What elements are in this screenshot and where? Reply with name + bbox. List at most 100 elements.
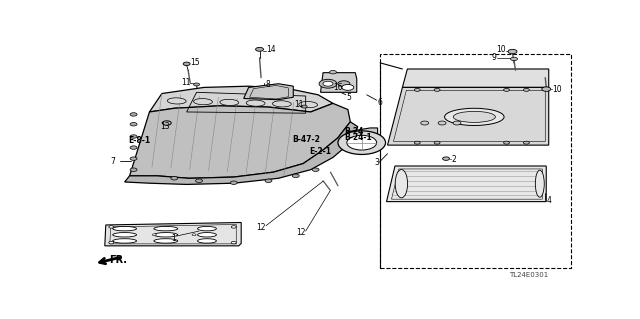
Circle shape <box>420 121 429 125</box>
Text: 10: 10 <box>552 85 562 94</box>
Circle shape <box>504 88 509 91</box>
Text: 2: 2 <box>451 155 456 164</box>
Text: E-8-1: E-8-1 <box>129 136 151 145</box>
Text: 10: 10 <box>496 45 506 54</box>
Text: B-47-2: B-47-2 <box>292 135 320 144</box>
Circle shape <box>443 157 449 160</box>
Text: 5: 5 <box>347 93 352 102</box>
Text: 9: 9 <box>492 53 497 63</box>
Circle shape <box>453 121 461 125</box>
Text: 11: 11 <box>294 100 304 109</box>
Circle shape <box>192 234 196 236</box>
Text: B-24: B-24 <box>344 127 364 136</box>
Text: 4: 4 <box>547 196 551 205</box>
Polygon shape <box>403 69 548 87</box>
Circle shape <box>338 131 385 154</box>
Text: 12: 12 <box>296 228 305 237</box>
Ellipse shape <box>198 233 216 237</box>
Ellipse shape <box>194 99 212 105</box>
Bar <box>380 54 571 268</box>
Circle shape <box>183 62 190 65</box>
Circle shape <box>323 81 333 86</box>
Ellipse shape <box>445 108 504 125</box>
Circle shape <box>312 168 319 171</box>
Text: TL24E0301: TL24E0301 <box>509 271 548 278</box>
Circle shape <box>338 81 350 87</box>
Circle shape <box>130 146 137 149</box>
Circle shape <box>292 174 300 178</box>
Ellipse shape <box>154 226 178 231</box>
Circle shape <box>414 141 420 144</box>
Text: E-2-1: E-2-1 <box>310 147 332 156</box>
Circle shape <box>231 226 236 228</box>
Polygon shape <box>105 223 241 246</box>
Circle shape <box>193 83 200 86</box>
Circle shape <box>301 105 307 108</box>
Polygon shape <box>321 73 356 92</box>
Circle shape <box>524 141 529 144</box>
Polygon shape <box>387 166 547 202</box>
Ellipse shape <box>396 170 408 198</box>
Text: 3: 3 <box>374 158 380 167</box>
Circle shape <box>130 157 137 160</box>
Circle shape <box>152 234 156 236</box>
Circle shape <box>342 85 354 90</box>
Ellipse shape <box>113 233 136 237</box>
Text: 6: 6 <box>378 98 383 107</box>
Polygon shape <box>244 84 293 100</box>
Polygon shape <box>129 103 350 178</box>
Text: 1: 1 <box>171 234 176 243</box>
Ellipse shape <box>113 239 136 243</box>
Circle shape <box>130 135 137 138</box>
Ellipse shape <box>535 170 544 197</box>
Ellipse shape <box>273 101 291 107</box>
Text: 16: 16 <box>333 83 342 93</box>
Ellipse shape <box>198 226 216 231</box>
Circle shape <box>130 122 137 126</box>
Text: 15: 15 <box>190 58 200 67</box>
Ellipse shape <box>113 226 136 231</box>
Ellipse shape <box>198 239 216 243</box>
Polygon shape <box>343 128 378 150</box>
Circle shape <box>414 88 420 91</box>
Polygon shape <box>388 87 548 145</box>
Circle shape <box>347 135 376 150</box>
Circle shape <box>130 168 137 171</box>
Text: 11: 11 <box>182 78 191 87</box>
Ellipse shape <box>246 100 265 106</box>
Polygon shape <box>125 122 358 184</box>
Ellipse shape <box>154 233 178 237</box>
Ellipse shape <box>220 99 239 106</box>
Circle shape <box>438 121 446 125</box>
Circle shape <box>196 179 202 182</box>
Circle shape <box>130 113 137 116</box>
Circle shape <box>504 141 509 144</box>
Circle shape <box>508 49 517 54</box>
Ellipse shape <box>154 239 178 243</box>
Circle shape <box>542 87 550 91</box>
Ellipse shape <box>299 101 317 108</box>
Circle shape <box>330 70 337 74</box>
Text: 12: 12 <box>256 223 266 232</box>
Circle shape <box>109 226 114 228</box>
Circle shape <box>230 181 237 184</box>
Circle shape <box>171 177 178 180</box>
Text: 13: 13 <box>161 122 170 131</box>
Ellipse shape <box>167 98 186 104</box>
Text: 7: 7 <box>111 157 116 166</box>
Circle shape <box>163 121 172 125</box>
Circle shape <box>255 47 264 51</box>
Circle shape <box>231 241 236 244</box>
Circle shape <box>524 88 529 91</box>
Circle shape <box>265 179 272 182</box>
Text: B-24-1: B-24-1 <box>344 132 372 142</box>
Text: FR.: FR. <box>109 255 127 265</box>
Text: 14: 14 <box>266 45 276 54</box>
Text: 8: 8 <box>265 80 269 89</box>
Circle shape <box>511 57 518 61</box>
Circle shape <box>319 79 337 88</box>
Circle shape <box>434 141 440 144</box>
Circle shape <box>109 241 114 244</box>
Polygon shape <box>150 86 333 112</box>
Circle shape <box>434 88 440 91</box>
